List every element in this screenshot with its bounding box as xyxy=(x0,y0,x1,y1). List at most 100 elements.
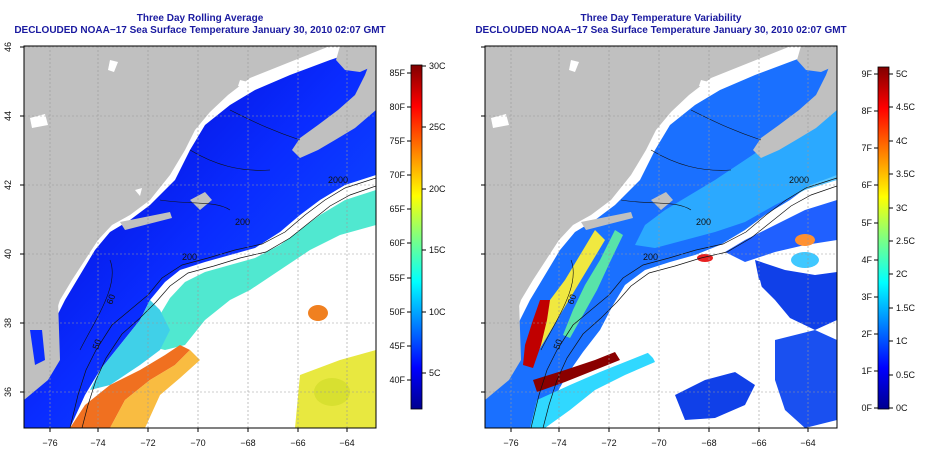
lake xyxy=(699,80,709,88)
colorbar-label-c: 2.5C xyxy=(896,236,916,246)
colorbar-label-c: 10C xyxy=(429,307,446,317)
graticule xyxy=(24,46,376,428)
isobath-200m xyxy=(530,177,837,428)
offshore-patches xyxy=(755,260,837,330)
ocean-shelf xyxy=(24,46,376,428)
land-long-island xyxy=(581,212,633,230)
contour-label: 200 xyxy=(182,252,197,262)
y-tick-label: 36 xyxy=(475,387,477,397)
hotspot xyxy=(795,234,815,246)
colorbar: 0F 1F 2F 3F 4F 5F 6F 7F 8F 9F 0C 0.5C 1C… xyxy=(861,66,916,413)
colorbar-label-f: 50F xyxy=(389,307,405,317)
contour-label: 60 xyxy=(565,293,578,306)
contour-label: 2000 xyxy=(789,175,809,185)
offshore-patches xyxy=(725,200,837,262)
y-axis: 36 38 40 42 44 46 xyxy=(475,46,485,397)
hotspot xyxy=(697,254,713,262)
y-tick-label: 40 xyxy=(3,249,13,259)
colorbar-label-f: 8F xyxy=(861,106,872,116)
coastal-variability-yellow xyxy=(527,230,605,360)
variability-map: 2000 200 200 50 60 xyxy=(485,46,837,428)
colorbar-label-c: 5C xyxy=(896,69,908,79)
sst-average-figure: Three Day Rolling Average DECLOUDED NOAA… xyxy=(3,13,446,448)
land-cape-cod xyxy=(190,192,212,210)
warm-eddy xyxy=(308,305,328,321)
colorbar-label-f: 2F xyxy=(861,329,872,339)
graticule xyxy=(485,46,837,428)
slope-water xyxy=(145,190,376,350)
sst-variability-panel: Three Day Temperature Variability DECLOU… xyxy=(475,0,950,475)
contour-label: 200 xyxy=(235,217,250,227)
x-tick-label: −70 xyxy=(190,438,205,448)
y-tick-label: 36 xyxy=(3,387,13,397)
colorbar-label-c: 3.5C xyxy=(896,169,916,179)
land-delmarva xyxy=(485,300,521,400)
y-tick-label: 42 xyxy=(3,180,13,190)
colorbar-label-c: 0.5C xyxy=(896,370,916,380)
colorbar-label-f: 75F xyxy=(389,136,405,146)
colorbar-label-c: 1.5C xyxy=(896,303,916,313)
isobath-2000m xyxy=(81,185,376,428)
colorbar-label-f: 60F xyxy=(389,238,405,248)
colorbar-label-f: 4F xyxy=(861,255,872,265)
gulf-stream-band xyxy=(530,352,655,428)
contour-label: 50 xyxy=(90,338,103,351)
colorbar-scale xyxy=(410,64,423,410)
colorbar-label-c: 2C xyxy=(896,269,908,279)
colorbar-label-f: 40F xyxy=(389,375,405,385)
isobath-200m xyxy=(69,177,376,428)
land-nova-scotia xyxy=(753,46,837,158)
land-long-island xyxy=(120,212,172,230)
colorbar-label-c: 20C xyxy=(429,184,446,194)
colorbar-label-f: 9F xyxy=(861,69,872,79)
colorbar-label-c: 0C xyxy=(896,403,908,413)
x-tick-label: −74 xyxy=(90,438,105,448)
sst-average-panel: Three Day Rolling Average DECLOUDED NOAA… xyxy=(3,13,446,448)
colorbar-label-c: 4.5C xyxy=(896,102,916,112)
lake xyxy=(569,60,579,72)
x-axis: −76 −74 −72 −70 −68 −66 −64 xyxy=(503,428,816,448)
colorbar-label-f: 55F xyxy=(389,273,405,283)
colorbar-label-f: 1F xyxy=(861,366,872,376)
panel-subtitle: DECLOUDED NOAA−17 Sea Surface Temperatur… xyxy=(14,25,385,36)
colorbar-label-f: 45F xyxy=(389,341,405,351)
panel-subtitle: DECLOUDED NOAA−17 Sea Surface Temperatur… xyxy=(475,25,846,36)
sst-variability-figure: Three Day Temperature Variability DECLOU… xyxy=(475,13,916,448)
x-axis: −76 −74 −72 −70 −68 −66 −64 xyxy=(42,428,355,448)
gulf-stream-edge-dark xyxy=(533,352,620,392)
lake xyxy=(108,60,118,72)
contour-label: 50 xyxy=(551,338,564,351)
x-tick-label: −64 xyxy=(800,438,815,448)
colorbar-label-c: 4C xyxy=(896,136,908,146)
x-tick-label: −68 xyxy=(701,438,716,448)
colorbar-label-f: 3F xyxy=(861,292,872,302)
colorbar-label-c: 5C xyxy=(429,368,441,378)
isobath-50m xyxy=(79,109,301,351)
x-tick-label: −76 xyxy=(42,438,57,448)
lake xyxy=(491,114,509,128)
colorbar-label-c: 25C xyxy=(429,122,446,132)
y-tick-label: 38 xyxy=(3,318,13,328)
bay xyxy=(30,330,45,365)
x-tick-label: −76 xyxy=(503,438,518,448)
x-tick-label: −66 xyxy=(751,438,766,448)
x-tick-label: −72 xyxy=(140,438,155,448)
land-mainland xyxy=(24,46,330,390)
y-axis: 36 38 40 42 44 46 xyxy=(3,42,24,397)
colorbar-label-c: 3C xyxy=(896,203,908,213)
colorbar-label-f: 6F xyxy=(861,180,872,190)
y-tick-label: 46 xyxy=(3,42,13,52)
colorbar-label-c: 1C xyxy=(896,336,908,346)
lake xyxy=(135,188,142,196)
x-tick-label: −74 xyxy=(551,438,566,448)
panel-title: Three Day Rolling Average xyxy=(137,13,264,24)
x-tick-label: −64 xyxy=(339,438,354,448)
x-tick-label: −68 xyxy=(240,438,255,448)
gulf-stream xyxy=(70,345,190,428)
offshore-patches xyxy=(675,372,755,420)
colorbar-label-f: 70F xyxy=(389,170,405,180)
colorbar-label-f: 0F xyxy=(861,403,872,413)
land-mainland xyxy=(485,46,791,390)
x-tick-label: −66 xyxy=(290,438,305,448)
shelf-cyan xyxy=(90,300,170,390)
